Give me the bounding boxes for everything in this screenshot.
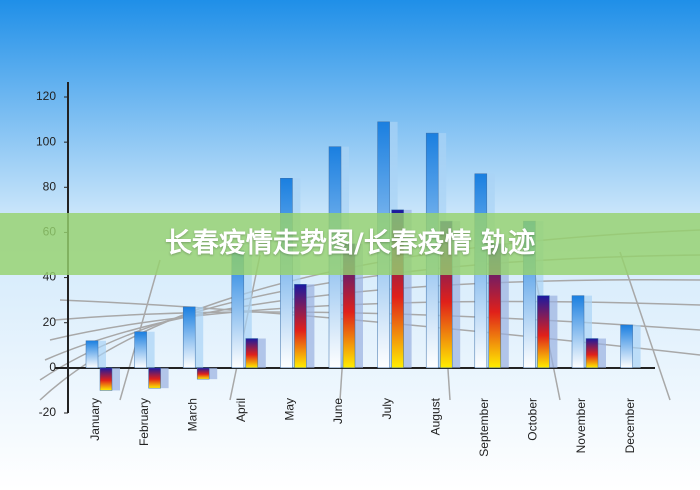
y-tick-label: 100 <box>36 134 56 148</box>
bar <box>99 367 113 391</box>
bar <box>537 295 550 369</box>
x-tick-label: January <box>88 398 102 441</box>
x-tick-label: June <box>331 398 345 424</box>
y-tick-label: 120 <box>36 89 56 103</box>
bar-shadow <box>205 367 218 380</box>
y-tick-label: 20 <box>43 315 57 329</box>
x-tick-label: February <box>137 398 151 446</box>
y-tick-label: 0 <box>49 360 56 374</box>
bar <box>294 284 307 369</box>
x-tick-label: November <box>574 398 588 453</box>
bar <box>148 367 161 389</box>
y-tick-label: -20 <box>39 405 57 419</box>
x-tick-label: July <box>380 398 394 419</box>
x-tick-label: October <box>526 398 540 441</box>
title-banner: 长春疫情走势图/长春疫情 轨迹 <box>0 213 700 275</box>
bar <box>585 338 599 369</box>
x-tick-label: August <box>428 397 442 435</box>
bar <box>182 306 196 369</box>
bar <box>245 338 259 369</box>
bar <box>571 295 585 369</box>
bar <box>85 340 99 369</box>
x-tick-label: May <box>283 398 297 421</box>
bar <box>196 367 210 380</box>
x-tick-label: March <box>185 398 199 431</box>
bar <box>134 331 147 369</box>
x-tick-label: September <box>477 398 491 457</box>
x-tick-label: December <box>623 398 637 453</box>
bar-shadow <box>253 338 266 368</box>
bar <box>620 324 633 369</box>
x-tick-label: April <box>234 398 248 422</box>
y-tick-label: 80 <box>43 179 57 193</box>
